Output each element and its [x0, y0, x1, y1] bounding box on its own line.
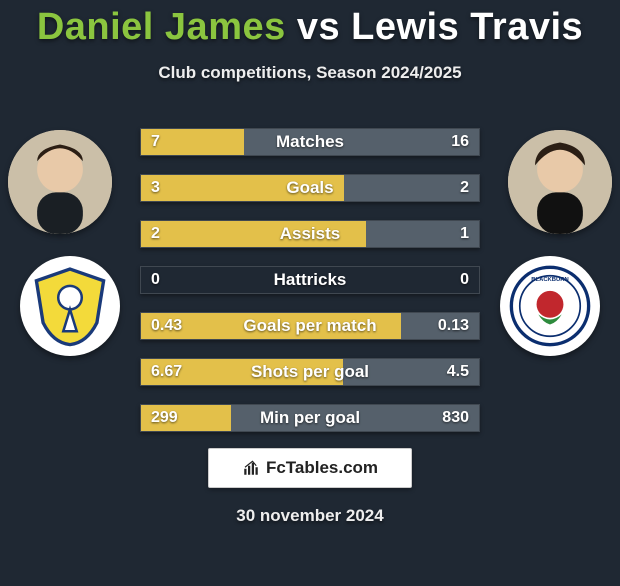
person-icon [8, 130, 112, 234]
club-a-crest [20, 256, 120, 356]
bar-fill-a [141, 221, 366, 247]
chart-icon [242, 459, 260, 477]
bar-fill-b [244, 129, 479, 155]
bar-row: 299 Min per goal 830 [140, 404, 480, 432]
club-b-crest: BLACKBURN [500, 256, 600, 356]
svg-text:BLACKBURN: BLACKBURN [531, 277, 568, 283]
subtitle: Club competitions, Season 2024/2025 [0, 63, 620, 83]
bar-row: 7 Matches 16 [140, 128, 480, 156]
bar-val-a: 0 [151, 267, 160, 293]
bar-val-a: 299 [151, 405, 178, 431]
player-b-name: Lewis Travis [351, 6, 583, 48]
bar-val-b: 2 [460, 175, 469, 201]
stat-bars: 7 Matches 16 3 Goals 2 2 Assists 1 0 Hat… [140, 128, 480, 450]
bar-val-a: 2 [151, 221, 160, 247]
bar-val-b: 0.13 [438, 313, 469, 339]
player-a-avatar [8, 130, 112, 234]
source-badge: FcTables.com [208, 448, 412, 488]
footer-date: 30 november 2024 [0, 506, 620, 526]
bar-label: Hattricks [141, 267, 479, 293]
bar-row: 6.67 Shots per goal 4.5 [140, 358, 480, 386]
crest-icon: BLACKBURN [508, 264, 592, 348]
person-icon [508, 130, 612, 234]
player-b-avatar [508, 130, 612, 234]
bar-val-b: 16 [451, 129, 469, 155]
page-title: Daniel James vs Lewis Travis [0, 6, 620, 49]
bar-val-b: 0 [460, 267, 469, 293]
bar-val-b: 830 [442, 405, 469, 431]
bar-val-a: 6.67 [151, 359, 182, 385]
shield-icon [28, 264, 112, 348]
bar-row: 2 Assists 1 [140, 220, 480, 248]
bar-val-b: 1 [460, 221, 469, 247]
bar-val-a: 7 [151, 129, 160, 155]
source-text: FcTables.com [266, 458, 378, 478]
vs-text: vs [297, 6, 340, 48]
bar-fill-a [141, 175, 344, 201]
player-a-name: Daniel James [37, 6, 286, 48]
bar-row: 3 Goals 2 [140, 174, 480, 202]
bar-row: 0.43 Goals per match 0.13 [140, 312, 480, 340]
bar-val-a: 0.43 [151, 313, 182, 339]
bar-fill-b [344, 175, 479, 201]
bar-row: 0 Hattricks 0 [140, 266, 480, 294]
bar-val-a: 3 [151, 175, 160, 201]
bar-val-b: 4.5 [447, 359, 469, 385]
